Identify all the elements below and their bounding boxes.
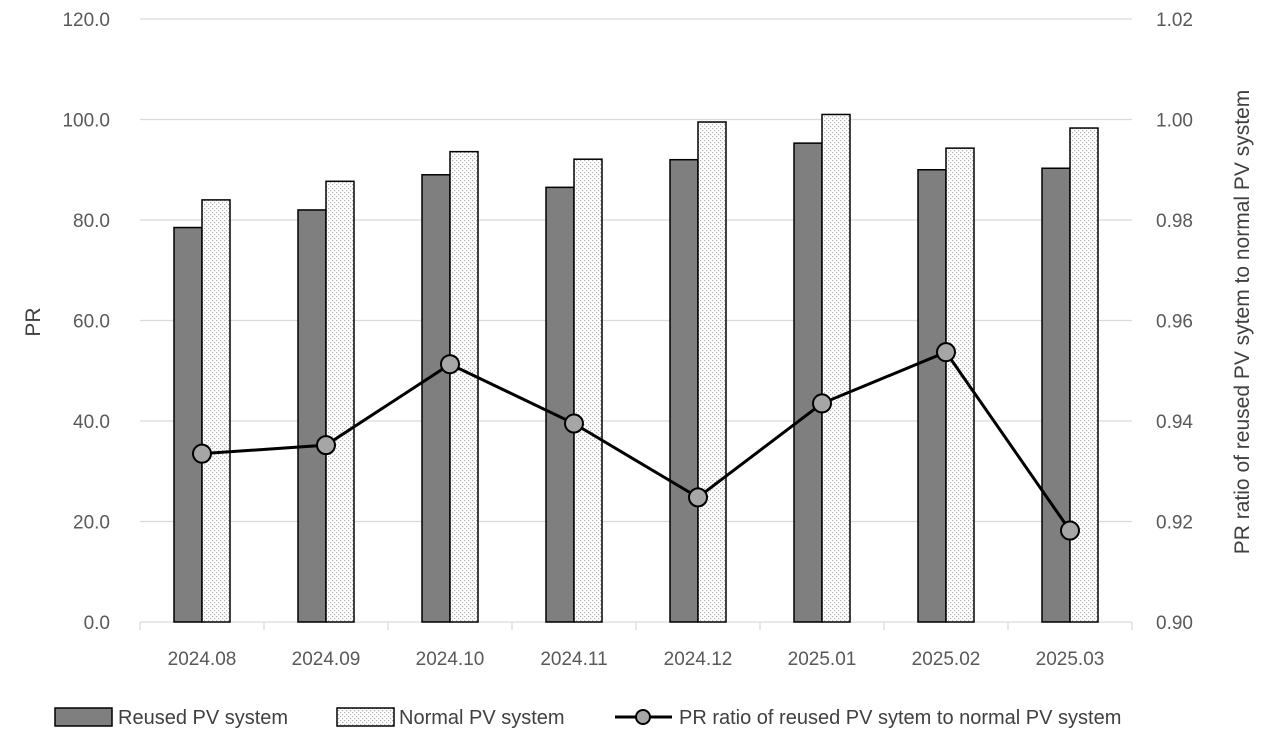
y2-tick-label: 1.00 <box>1156 111 1193 132</box>
x-axis: 2024.08 2024.09 2024.10 2024.11 2024.12 2025.… <box>139 621 1133 670</box>
x-tick-label: 2025.02 <box>912 649 981 670</box>
left-axis: 0.0 20.0 40.0 60.0 80.0 100.0 120.0 <box>62 10 110 634</box>
y-tick-label: 80.0 <box>73 211 110 232</box>
y-tick-label: 20.0 <box>73 513 110 534</box>
bar-reused-pv-system <box>421 174 451 623</box>
y-tick-label: 40.0 <box>73 412 110 433</box>
bar-reused-pv-system <box>793 142 823 623</box>
bar-reused-pv-system <box>669 158 699 623</box>
bar-normal-pv-system <box>573 158 603 623</box>
y2-tick-label: 0.94 <box>1156 412 1193 433</box>
x-tick-label: 2024.12 <box>664 649 733 670</box>
gridlines <box>140 18 1132 523</box>
x-tick-label: 2024.11 <box>540 649 607 670</box>
y-tick-label: 0.0 <box>84 613 110 634</box>
y2-tick-label: 0.96 <box>1156 312 1193 333</box>
ratio-point <box>564 413 584 434</box>
ratio-point <box>192 443 212 464</box>
ratio-point <box>316 435 336 456</box>
legend-swatch-normal <box>336 707 395 727</box>
bar-reused-pv-system <box>1041 167 1071 623</box>
bar-reused-pv-system <box>297 209 327 623</box>
bar-normal-pv-system <box>1069 127 1099 623</box>
x-tick-label: 2024.08 <box>168 649 237 670</box>
y-axis-title: PR <box>22 307 45 336</box>
bar-normal-pv-system <box>201 199 231 623</box>
x-tick-label: 2025.03 <box>1036 649 1105 670</box>
bar-normal-pv-system <box>697 121 727 623</box>
legend-label-reused: Reused PV system <box>118 707 288 729</box>
y2-tick-label: 0.90 <box>1156 613 1193 634</box>
ratio-point <box>1060 520 1080 541</box>
bar-normal-pv-system <box>821 113 851 623</box>
x-tick-label: 2024.09 <box>292 649 361 670</box>
ratio-line <box>201 350 1072 532</box>
legend-label-ratio: PR ratio of reused PV sytem to normal PV… <box>679 707 1121 729</box>
ratio-point <box>688 487 708 508</box>
ratio-point <box>812 393 832 414</box>
y-tick-label: 100.0 <box>62 111 110 132</box>
legend-swatch-reused <box>54 707 113 727</box>
bar-normal-pv-system <box>449 150 479 623</box>
y-tick-label: 60.0 <box>73 312 110 333</box>
ratio-line-series <box>192 342 1080 541</box>
x-tick-label: 2025.01 <box>788 649 857 670</box>
legend: Reused PV system Normal PV system PR ratio… <box>54 707 1121 729</box>
bar-reused-pv-system <box>917 169 947 623</box>
right-axis: 0.90 0.92 0.94 0.96 0.98 1.00 1.02 <box>1156 10 1193 634</box>
legend-swatch-ratio-marker <box>635 709 651 725</box>
legend-label-normal: Normal PV system <box>399 707 565 729</box>
bar-reused-pv-system <box>173 226 203 623</box>
ratio-point <box>440 354 460 375</box>
y2-tick-label: 1.02 <box>1156 10 1193 31</box>
y2-tick-label: 0.98 <box>1156 211 1193 232</box>
y-tick-label: 120.0 <box>62 10 110 31</box>
y2-tick-label: 0.92 <box>1156 513 1193 534</box>
x-tick-label: 2024.10 <box>416 649 485 670</box>
bar-normal-pv-system <box>325 180 355 623</box>
y2-axis-title: PR ratio of reused PV sytem to normal PV… <box>1231 90 1254 555</box>
bar-reused-pv-system <box>545 186 575 623</box>
ratio-point <box>936 342 956 363</box>
bar-series <box>173 113 1099 623</box>
